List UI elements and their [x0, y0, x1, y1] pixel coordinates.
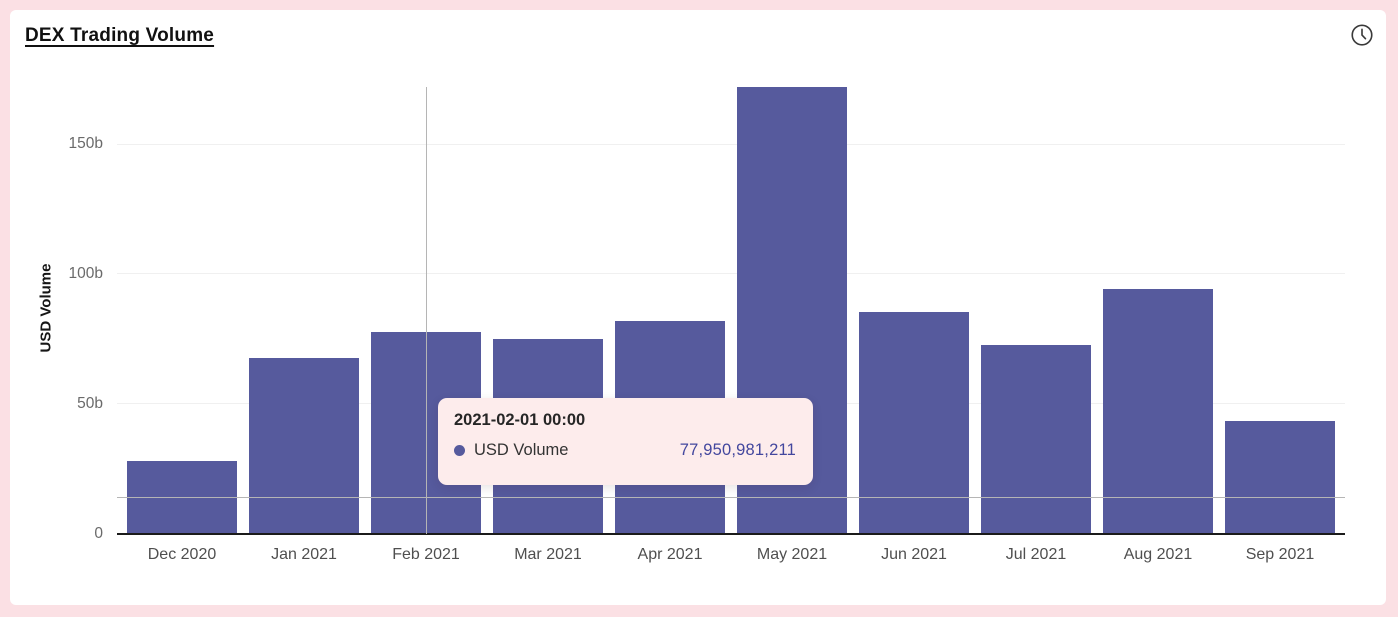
x-tick-label-mar-2021: Mar 2021 [514, 546, 582, 563]
tooltip-series-row: USD Volume 77,950,981,211 [454, 441, 796, 460]
tooltip-value: 77,950,981,211 [679, 441, 796, 459]
gridline-100b [117, 273, 1345, 275]
chart-bar-aug-2021[interactable] [1103, 289, 1213, 534]
y-tick-label-50b: 50b [77, 394, 103, 412]
x-tick-label-jan-2021: Jan 2021 [271, 546, 337, 563]
chart-bar-jan-2021[interactable] [249, 358, 359, 534]
x-tick-label-apr-2021: Apr 2021 [637, 546, 703, 563]
x-tick-label-may-2021: May 2021 [756, 546, 828, 563]
gridline-150b [117, 143, 1345, 145]
tooltip-series-label: USD Volume [474, 441, 569, 459]
x-tick-label-sep-2021: Sep 2021 [1245, 546, 1315, 563]
series-dot-icon [454, 445, 465, 456]
chart-tooltip: 2021-02-01 00:00 USD Volume 77,950,981,2… [438, 398, 813, 485]
clock-icon[interactable] [1348, 21, 1376, 49]
x-tick-label-dec-2020: Dec 2020 [147, 546, 217, 563]
x-tick-label-aug-2021: Aug 2021 [1123, 546, 1193, 563]
crosshair-horizontal-line [117, 496, 1345, 498]
y-tick-label-150b: 150b [68, 135, 103, 153]
chart-bar-jun-2021[interactable] [859, 312, 969, 534]
chart-bar-jul-2021[interactable] [981, 345, 1091, 534]
y-tick-label-100b: 100b [68, 264, 103, 282]
y-tick-label-0: 0 [94, 524, 103, 542]
x-tick-label-jul-2021: Jul 2021 [1005, 546, 1067, 563]
chart-bar-sep-2021[interactable] [1225, 421, 1335, 534]
chart-title[interactable]: DEX Trading Volume [25, 25, 215, 46]
clock-icon-glyph [1351, 24, 1373, 46]
crosshair-vertical-line [426, 87, 427, 534]
x-tick-label-jun-2021: Jun 2021 [881, 546, 947, 563]
chart-card: DEX Trading Volume USD Volume 0 50b 100b 15… [10, 10, 1386, 605]
x-axis-line [117, 533, 1345, 535]
x-tick-label-feb-2021: Feb 2021 [392, 546, 460, 563]
tooltip-date: 2021-02-01 00:00 [454, 411, 586, 429]
